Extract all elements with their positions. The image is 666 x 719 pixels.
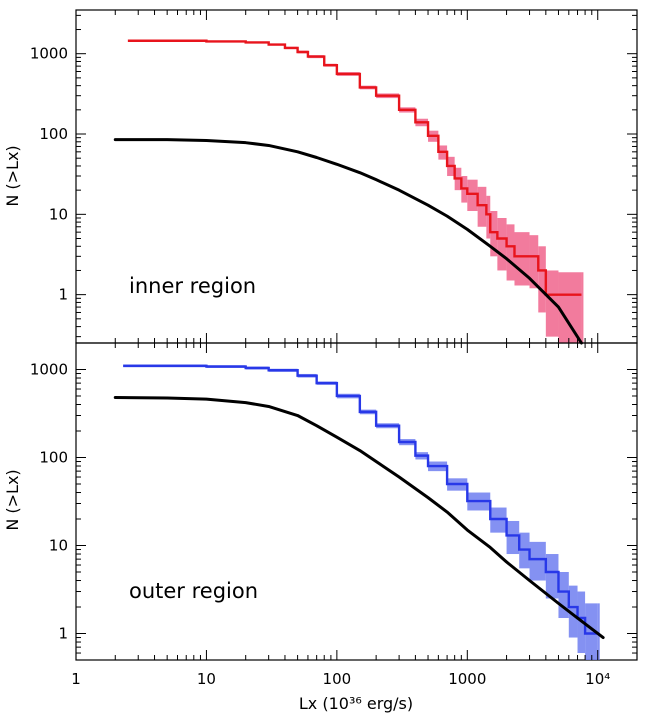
error-band-segment-inner bbox=[558, 272, 582, 343]
error-band-segment-inner bbox=[529, 235, 539, 289]
error-band-segment-inner bbox=[538, 246, 546, 313]
panel-outer-region: 1 10 100 1000 1 10 100 1000 10⁴ N (>Lx) outer r… bbox=[3, 342, 638, 713]
error-band-segment-inner bbox=[486, 195, 491, 239]
error-band-segment-outer bbox=[506, 520, 520, 555]
series-lines-outer bbox=[113, 364, 605, 640]
error-band-segment-inner bbox=[467, 179, 478, 211]
y-tick-label-outer: 10 bbox=[49, 537, 68, 555]
error-band-segment-inner bbox=[506, 224, 515, 281]
error-band-segment-outer bbox=[585, 603, 598, 660]
error-band-segment-outer bbox=[558, 571, 569, 619]
error-bands-outer bbox=[123, 364, 600, 660]
x-tick-label: 10⁴ bbox=[585, 670, 610, 688]
y-tick-labels-inner: 1 10 100 1000 bbox=[30, 45, 68, 304]
panel-inner-region: 1 10 100 1000 N (>Lx) inner region bbox=[3, 9, 638, 345]
error-band-segment-inner bbox=[581, 272, 584, 343]
axis-ticks-inner bbox=[75, 10, 638, 343]
error-band-segment-inner bbox=[545, 270, 559, 337]
y-tick-label-inner: 1000 bbox=[30, 45, 68, 63]
series-model-inner bbox=[113, 138, 583, 345]
plot-frame-outer bbox=[75, 342, 638, 661]
region-label-inner: inner region bbox=[129, 274, 256, 298]
error-band-segment-inner bbox=[514, 232, 530, 286]
error-band-segment-outer bbox=[545, 554, 559, 599]
series-observed-inner bbox=[127, 39, 582, 296]
x-tick-label: 100 bbox=[323, 670, 352, 688]
y-axis-label-outer: N (>Lx) bbox=[3, 469, 22, 530]
y-tick-label-outer: 1 bbox=[58, 625, 68, 643]
error-band-segment-inner bbox=[477, 186, 487, 227]
axis-ticks-outer bbox=[75, 342, 638, 661]
error-band-segment-outer bbox=[597, 603, 600, 660]
series-model-outer bbox=[113, 396, 605, 640]
y-tick-label-inner: 1 bbox=[58, 286, 68, 304]
x-tick-label: 10 bbox=[197, 670, 216, 688]
y-tick-label-inner: 100 bbox=[39, 125, 68, 143]
x-tick-labels: 1 10 100 1000 10⁴ bbox=[71, 670, 610, 688]
y-tick-label-outer: 1000 bbox=[30, 360, 68, 378]
y-tick-label-inner: 10 bbox=[49, 205, 68, 223]
y-axis-label-inner: N (>Lx) bbox=[3, 145, 22, 206]
y-tick-label-outer: 100 bbox=[39, 448, 68, 466]
x-axis-label: Lx (10³⁶ erg/s) bbox=[299, 694, 413, 713]
error-band-segment-outer bbox=[529, 541, 546, 581]
error-band-segment-inner bbox=[490, 211, 498, 257]
series-observed-outer bbox=[123, 364, 598, 635]
y-tick-labels-outer: 1 10 100 1000 bbox=[30, 360, 68, 642]
error-band-segment-inner bbox=[497, 218, 507, 271]
x-tick-label: 1000 bbox=[448, 670, 486, 688]
region-label-outer: outer region bbox=[129, 579, 258, 603]
error-band-segment-outer bbox=[568, 585, 578, 638]
x-tick-label: 1 bbox=[71, 670, 81, 688]
series-lines-inner bbox=[113, 39, 583, 345]
